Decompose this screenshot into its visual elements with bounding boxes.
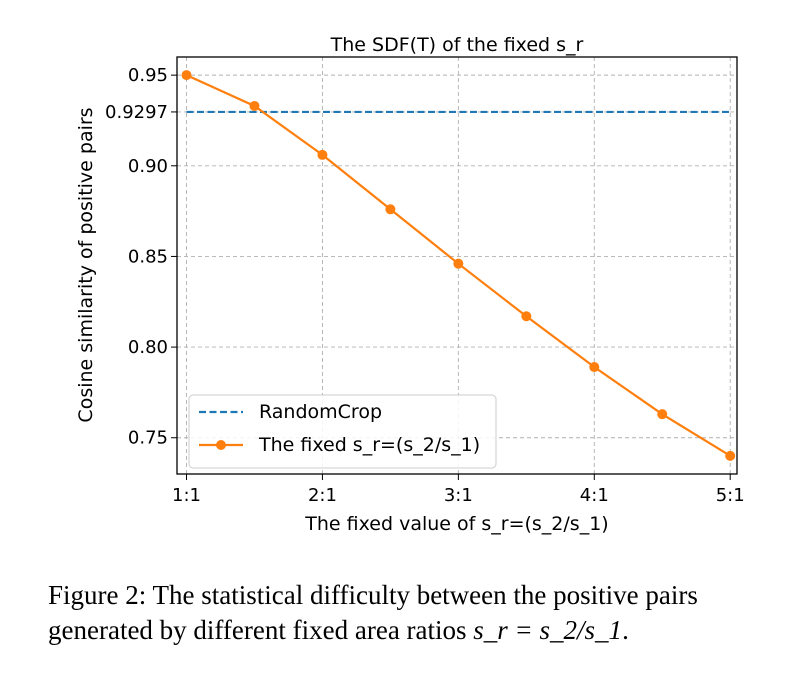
y-tick-label: 0.95 bbox=[128, 65, 168, 86]
data-point bbox=[317, 149, 328, 160]
figure-caption: Figure 2: The statistical difficulty bet… bbox=[48, 578, 778, 648]
data-point bbox=[657, 409, 668, 420]
y-axis-label: Cosine similarity of positive pairs bbox=[75, 107, 97, 422]
plot-area-frame bbox=[176, 56, 738, 475]
y-tick-label: 0.80 bbox=[128, 337, 168, 358]
x-tick-label: 4:1 bbox=[580, 485, 609, 506]
legend: RandomCrop The fixed s_r=(s_2/s_1) bbox=[188, 394, 497, 469]
data-point bbox=[385, 204, 396, 215]
data-point bbox=[725, 450, 736, 461]
x-axis-label: The fixed value of s_r=(s_2/s_1) bbox=[304, 513, 608, 535]
data-point bbox=[453, 258, 464, 269]
caption-math: s_r = s_2/s_1 bbox=[473, 615, 623, 645]
caption-suffix: . bbox=[622, 615, 629, 645]
y-tick-label: 0.85 bbox=[128, 246, 168, 267]
legend-fixed-sr-marker bbox=[216, 440, 226, 450]
data-point bbox=[249, 100, 260, 111]
data-point bbox=[521, 311, 532, 322]
data-point bbox=[589, 362, 600, 373]
x-tick-label: 1:1 bbox=[172, 485, 201, 506]
x-tick-label: 2:1 bbox=[308, 485, 337, 506]
y-tick-label: 0.75 bbox=[128, 428, 168, 449]
legend-fixed-sr-label: The fixed s_r=(s_2/s_1) bbox=[258, 434, 480, 456]
chart: 1:1 2:1 3:1 4:1 5:1 0.75 0.80 0.85 0.90 0.9297 0.9… bbox=[75, 34, 745, 535]
series-layer bbox=[181, 70, 736, 461]
legend-randomcrop-label: RandomCrop bbox=[259, 401, 382, 423]
x-tick-label: 5:1 bbox=[716, 485, 745, 506]
chart-title: The SDF(T) of the fixed s_r bbox=[330, 34, 584, 56]
data-point bbox=[181, 70, 192, 81]
legend-box bbox=[188, 394, 497, 469]
caption-text: Figure 2: The statistical difficulty bet… bbox=[48, 580, 698, 645]
ticks: 1:1 2:1 3:1 4:1 5:1 0.75 0.80 0.85 0.90 0.9297 0.9… bbox=[105, 65, 745, 506]
x-tick-label: 3:1 bbox=[444, 485, 473, 506]
y-tick-label: 0.90 bbox=[128, 156, 168, 177]
y-tick-label: 0.9297 bbox=[105, 102, 168, 123]
